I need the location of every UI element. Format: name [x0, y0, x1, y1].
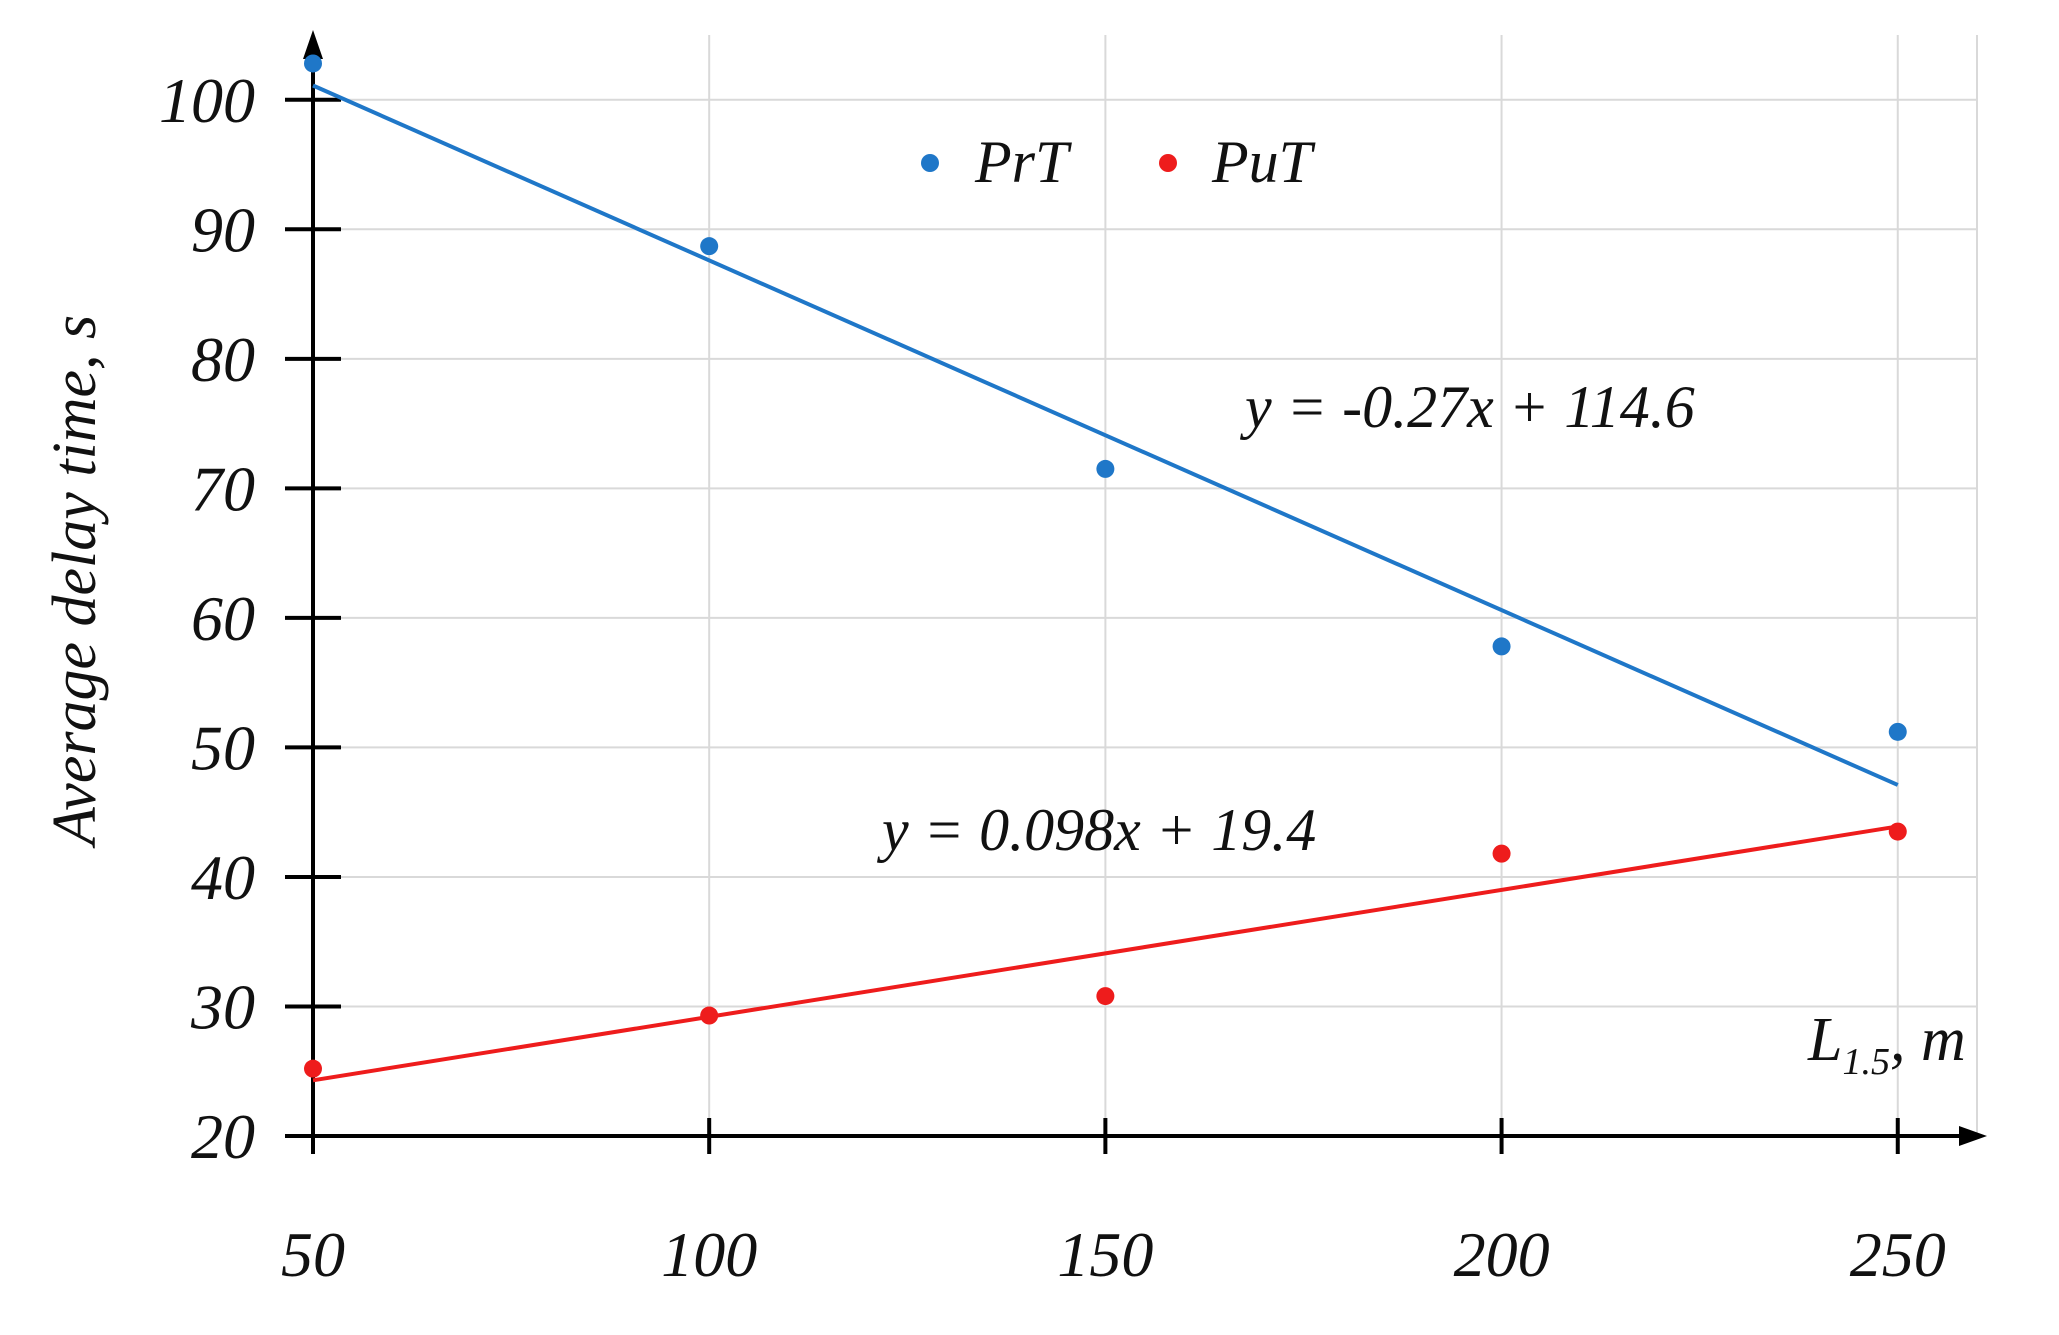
y-tick-label-20: 20: [191, 1101, 255, 1172]
x-axis-title-unit: , m: [1890, 1006, 1966, 1074]
x-axis-arrow: [1959, 1126, 1987, 1146]
y-tick-label-100: 100: [159, 65, 255, 136]
x-axis-title-subscript: 1.5: [1842, 1041, 1890, 1083]
legend-marker-put: [1159, 154, 1177, 172]
y-tick-label-90: 90: [191, 194, 255, 265]
grid: [312, 35, 1978, 1136]
trendlines: [312, 83, 1899, 1083]
y-tick-label-50: 50: [191, 712, 255, 783]
x-tick-label-250: 250: [1850, 1219, 1946, 1290]
point-prt-4: [1888, 722, 1907, 741]
point-prt-2: [1096, 459, 1115, 478]
x-tick-label-200: 200: [1454, 1219, 1550, 1290]
point-put-4: [1888, 822, 1907, 841]
point-put-3: [1492, 844, 1511, 863]
x-tick-label-100: 100: [661, 1219, 757, 1290]
tick-labels: 50 100 150 200 250 20 30 40 50 60 70 80 90 100: [159, 65, 1946, 1290]
point-put-2: [1096, 987, 1115, 1006]
equation-put: y = 0.098x + 19.4: [876, 797, 1316, 863]
point-put-1: [700, 1006, 719, 1025]
equation-prt: y = -0.27x + 114.6: [1239, 374, 1695, 440]
point-put-0: [304, 1059, 322, 1078]
data-points: [304, 54, 1907, 1078]
legend-marker-prt: [921, 154, 939, 172]
y-tick-label-70: 70: [191, 453, 255, 524]
y-tick-label-80: 80: [191, 324, 255, 395]
x-tick-label-50: 50: [281, 1219, 345, 1290]
x-axis-title-main: L: [1807, 1006, 1842, 1074]
tick-marks: [285, 97, 1900, 1154]
point-prt-3: [1492, 637, 1511, 656]
trendline-put: [312, 824, 1899, 1083]
x-tick-label-150: 150: [1057, 1219, 1153, 1290]
point-prt-1: [700, 237, 719, 256]
point-prt-0: [304, 54, 322, 73]
y-tick-label-40: 40: [191, 842, 255, 913]
y-tick-label-60: 60: [191, 583, 255, 654]
y-axis-title: Average delay time, s: [41, 315, 109, 849]
legend-label-prt: PrT: [974, 129, 1072, 195]
legend: PrT PuT: [921, 129, 1316, 195]
y-axis-arrow: [303, 30, 323, 59]
legend-label-put: PuT: [1211, 129, 1316, 195]
x-axis-title: L1.5, m: [1807, 1006, 1966, 1083]
y-tick-label-30: 30: [190, 971, 255, 1042]
trendline-prt: [312, 83, 1899, 787]
